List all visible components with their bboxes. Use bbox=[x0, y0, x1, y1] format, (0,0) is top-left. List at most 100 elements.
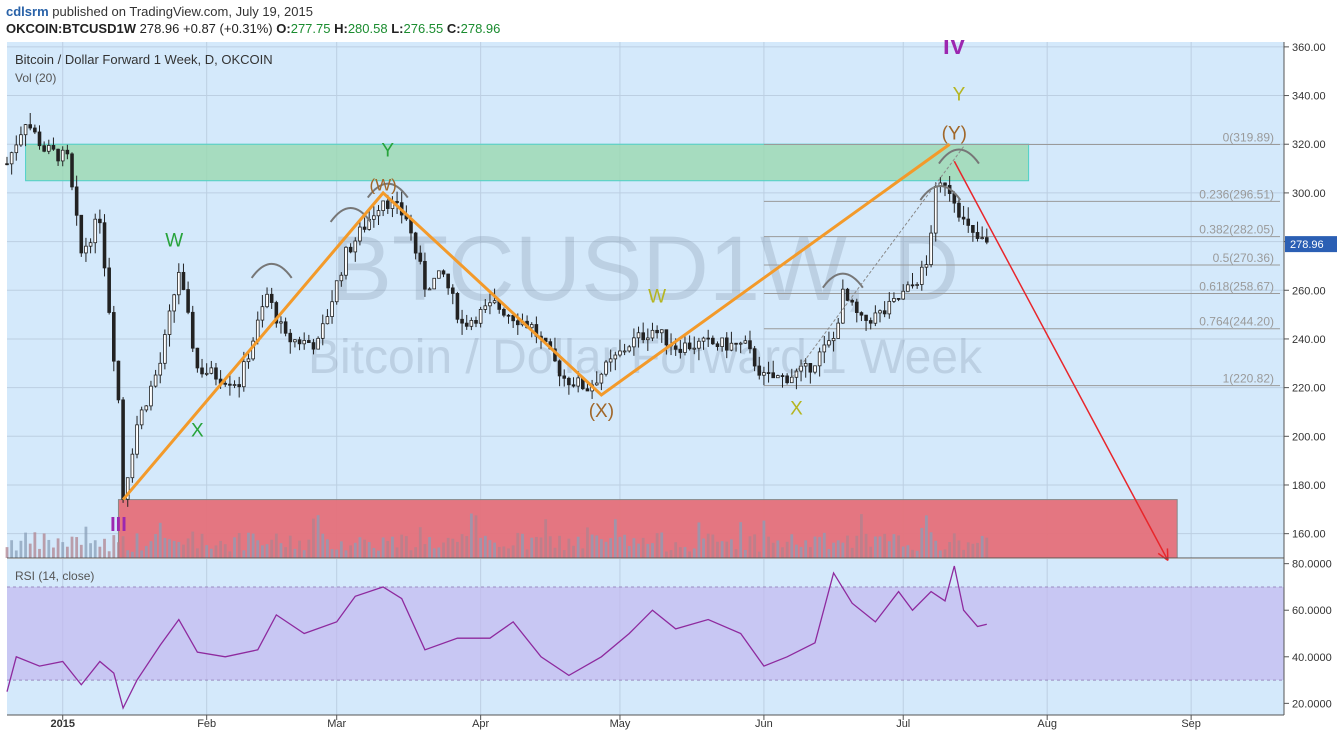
volume-bar bbox=[595, 535, 599, 558]
wave-label: IV bbox=[943, 40, 966, 60]
zones-layer bbox=[25, 143, 1178, 559]
volume-bar bbox=[465, 536, 469, 558]
candle-body bbox=[836, 322, 841, 339]
volume-bar bbox=[521, 533, 524, 558]
candle-body bbox=[613, 354, 618, 360]
symbol-name[interactable]: OKCOIN:BTCUSD1W bbox=[6, 21, 136, 36]
volume-bar bbox=[674, 542, 678, 558]
volume-bar bbox=[818, 537, 822, 558]
arc-annotations bbox=[250, 148, 980, 289]
x-tick-label: Apr bbox=[472, 718, 489, 730]
candle-body bbox=[738, 342, 743, 345]
candle-body bbox=[571, 384, 576, 387]
candle-body bbox=[348, 246, 353, 253]
volume-bars bbox=[5, 513, 989, 558]
x-tick-label: Aug bbox=[1037, 718, 1057, 730]
candle-body bbox=[831, 338, 836, 342]
candle-body bbox=[943, 182, 947, 186]
candle-body bbox=[70, 153, 74, 188]
candle-body bbox=[88, 242, 93, 247]
volume-bar bbox=[130, 551, 134, 558]
fib-label: 0.236(296.51) bbox=[1199, 187, 1274, 201]
volume-bar bbox=[590, 534, 594, 558]
candle-body bbox=[562, 375, 567, 379]
last-price: 278.96 bbox=[139, 21, 180, 36]
volume-bar bbox=[326, 539, 329, 558]
candle-body bbox=[195, 347, 200, 369]
volume-bar bbox=[730, 539, 733, 558]
candle-body bbox=[692, 347, 697, 350]
volume-bar bbox=[720, 541, 724, 558]
author-link[interactable]: cdlsrm bbox=[6, 4, 49, 19]
volume-bar bbox=[414, 547, 418, 558]
ohlc-line: OKCOIN:BTCUSD1W 278.96 +0.87 (+0.31%) O:… bbox=[6, 21, 500, 36]
volume-bar bbox=[507, 548, 510, 558]
volume-bar bbox=[70, 536, 74, 558]
volume-bar bbox=[493, 542, 496, 558]
symbol-watermark: BTCUSD1W, D Bitcoin / Dollar Forward 1 W… bbox=[308, 218, 983, 384]
volume-bar bbox=[623, 534, 626, 558]
candle-body bbox=[102, 222, 107, 269]
wave-label: Y bbox=[381, 140, 394, 161]
candle-body bbox=[237, 384, 241, 388]
volume-bar bbox=[93, 540, 97, 558]
volume-bar bbox=[200, 533, 204, 558]
candle-body bbox=[177, 271, 181, 296]
candle-body bbox=[279, 321, 283, 324]
candle-body bbox=[130, 453, 135, 479]
grid bbox=[7, 42, 1284, 715]
candle-body bbox=[107, 267, 111, 313]
volume-bar bbox=[929, 532, 933, 558]
volume-bar bbox=[618, 536, 622, 558]
candle-body bbox=[418, 252, 423, 262]
x-tick-label: Mar bbox=[327, 718, 346, 730]
candle-body bbox=[845, 288, 850, 301]
volume-bar bbox=[395, 547, 399, 558]
candle-body bbox=[395, 200, 399, 204]
volume-bar bbox=[841, 542, 845, 558]
fib-label: 0.5(270.36) bbox=[1213, 251, 1274, 265]
volume-bar bbox=[349, 545, 353, 558]
candle-body bbox=[265, 293, 269, 308]
volume-bar bbox=[544, 519, 548, 558]
volume-bar bbox=[799, 546, 803, 558]
candle-body bbox=[163, 334, 167, 364]
chart-canvas[interactable]: BTCUSD1W, D Bitcoin / Dollar Forward 1 W… bbox=[0, 40, 1344, 742]
volume-bar bbox=[976, 542, 979, 558]
candle-body bbox=[933, 185, 938, 234]
volume-bar bbox=[711, 534, 715, 558]
wave-label: W bbox=[165, 230, 183, 251]
candle-body bbox=[93, 218, 98, 244]
candle-body bbox=[780, 375, 785, 377]
volume-bar bbox=[5, 547, 9, 558]
candle-body bbox=[158, 362, 163, 376]
volume-bar bbox=[126, 550, 130, 558]
volume-bar bbox=[172, 540, 176, 558]
volume-bar bbox=[511, 545, 515, 558]
volume-bar bbox=[233, 537, 236, 558]
candle-body bbox=[330, 301, 334, 317]
volume-bar bbox=[562, 550, 566, 558]
candle-body bbox=[167, 310, 172, 335]
volume-bar bbox=[743, 549, 747, 558]
volume-bar bbox=[228, 551, 232, 558]
candle-body bbox=[873, 312, 878, 324]
rsi-label: RSI (14, close) bbox=[15, 569, 94, 583]
fib-label: 1(220.82) bbox=[1223, 372, 1274, 386]
volume-bar bbox=[363, 539, 366, 558]
volume-bar bbox=[785, 541, 789, 558]
volume-bar bbox=[121, 536, 125, 558]
volume-bar bbox=[79, 544, 83, 558]
candle-body bbox=[474, 320, 478, 324]
x-tick-label: Jun bbox=[755, 718, 773, 730]
volume-bar bbox=[887, 541, 891, 558]
candle-body bbox=[878, 310, 882, 314]
fibonacci-retracement[interactable]: 0(319.89) 0.236(296.51) 0.382(282.05) 0.5(2… bbox=[763, 130, 1280, 387]
volume-bar bbox=[168, 539, 171, 558]
volume-bar bbox=[242, 550, 246, 558]
candle-body bbox=[785, 375, 789, 384]
volume-bar bbox=[943, 549, 947, 558]
volume-label: Vol (20) bbox=[15, 71, 56, 85]
volume-bar bbox=[980, 535, 984, 558]
zone-resistance bbox=[25, 143, 1030, 182]
